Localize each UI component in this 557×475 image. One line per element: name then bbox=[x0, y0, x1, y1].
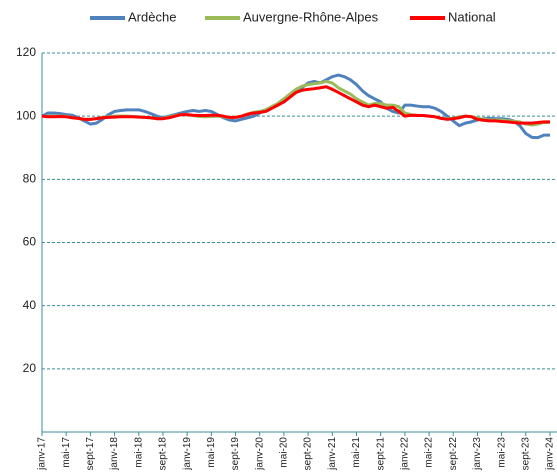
legend-label: Ardèche bbox=[128, 9, 176, 24]
y-tick-label: 60 bbox=[23, 235, 37, 249]
x-tick-label: sept-21 bbox=[375, 437, 386, 471]
x-tick-label: mai-17 bbox=[61, 437, 72, 468]
x-tick-label: janv-24 bbox=[545, 437, 556, 471]
y-tick-label: 120 bbox=[16, 45, 36, 59]
x-tick-label: mai-18 bbox=[133, 437, 144, 468]
x-tick-label: janv-19 bbox=[182, 437, 193, 471]
x-tick-label: sept-20 bbox=[303, 437, 314, 471]
legend-label: Auvergne-Rhône-Alpes bbox=[243, 9, 379, 24]
y-tick-label: 80 bbox=[23, 172, 37, 186]
x-tick-label: mai-22 bbox=[424, 437, 435, 468]
x-tick-label: sept-23 bbox=[520, 437, 531, 471]
x-tick-label: janv-22 bbox=[399, 437, 410, 471]
x-tick-label: janv-18 bbox=[109, 437, 120, 471]
series-line bbox=[41, 73, 550, 140]
x-tick-label: janv-17 bbox=[37, 437, 48, 471]
x-tick-label: sept-22 bbox=[448, 437, 459, 471]
y-tick-label: 20 bbox=[23, 361, 37, 375]
x-tick-label: janv-21 bbox=[327, 437, 338, 471]
y-tick-label: 40 bbox=[23, 298, 37, 312]
x-tick-label: sept-17 bbox=[85, 437, 96, 471]
x-tick-label: janv-20 bbox=[254, 437, 265, 471]
x-tick-label: sept-19 bbox=[230, 437, 241, 471]
x-tick-label: janv-23 bbox=[472, 437, 483, 471]
x-tick-label: mai-20 bbox=[279, 437, 290, 468]
x-tick-label: mai-21 bbox=[351, 437, 362, 468]
legend-label: National bbox=[448, 9, 496, 24]
series-line bbox=[41, 85, 550, 125]
x-tick-label: mai-23 bbox=[496, 437, 507, 468]
x-tick-label: mai-19 bbox=[206, 437, 217, 468]
x-tick-label: sept-18 bbox=[158, 437, 169, 471]
y-tick-label: 100 bbox=[16, 108, 36, 122]
